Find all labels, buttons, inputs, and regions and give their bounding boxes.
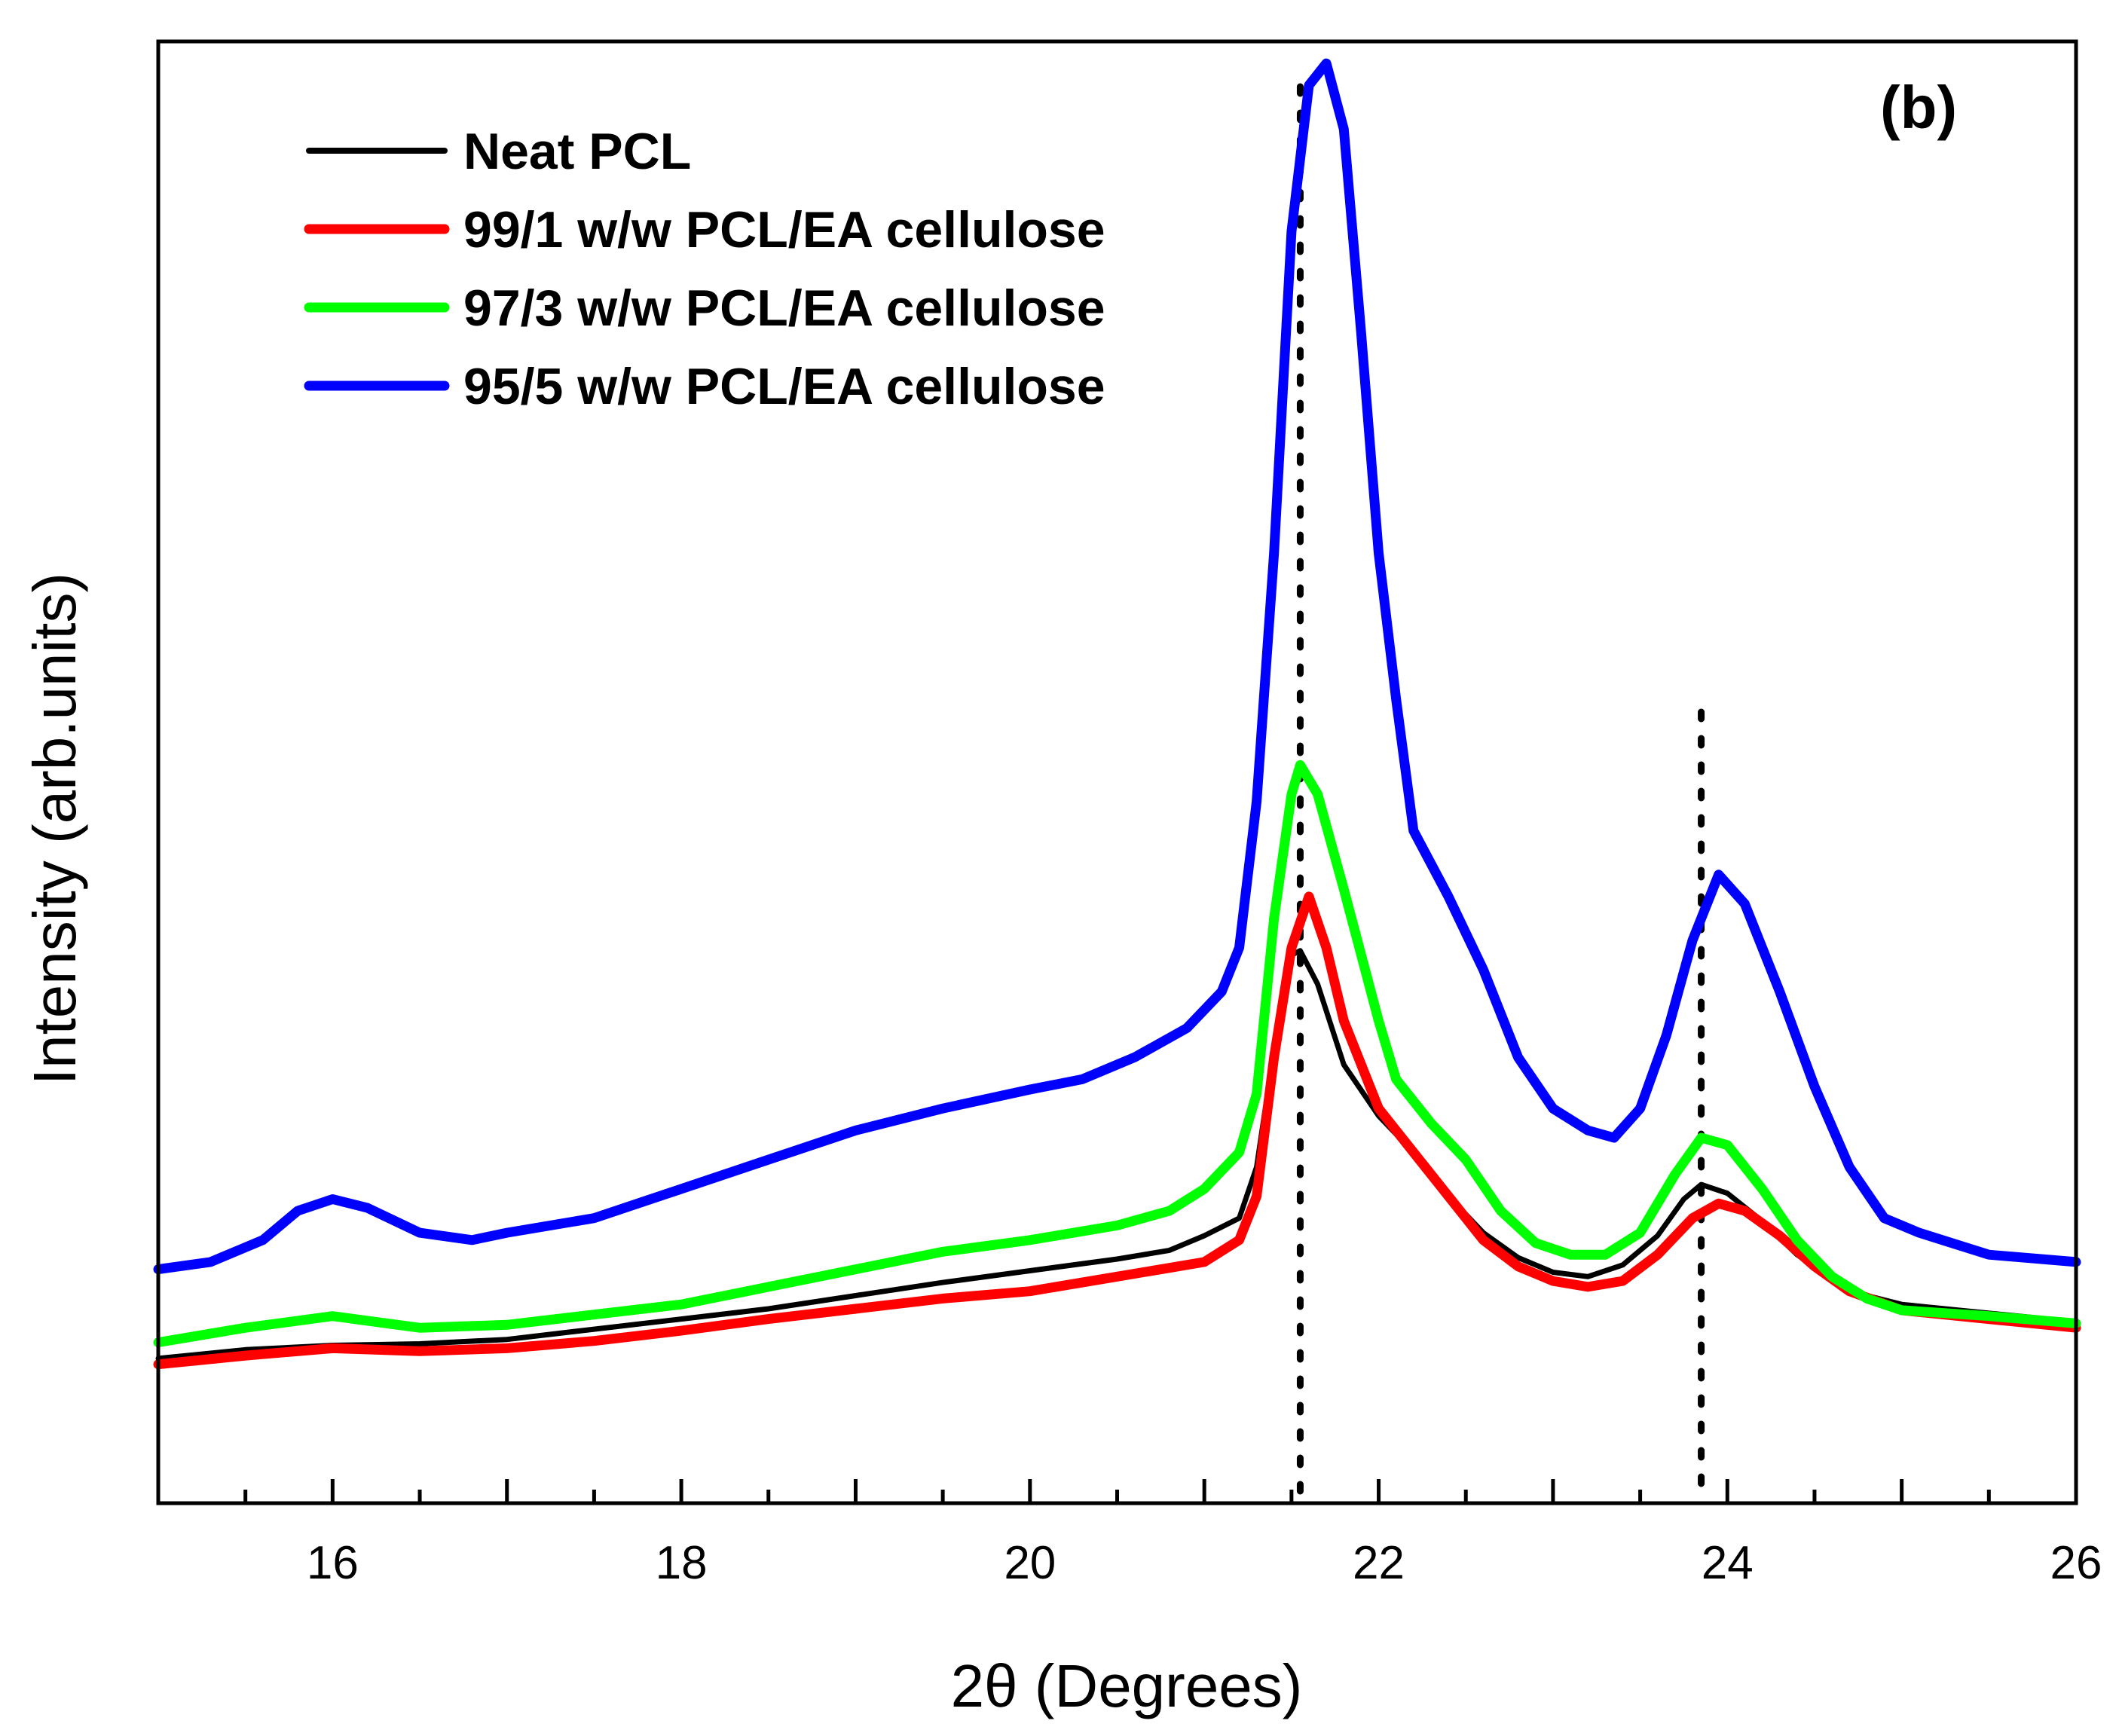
legend: Neat PCL 99/1 w/w PCL/EA cellulose 97/3 w/… xyxy=(304,123,1105,415)
legend-label-4: 95/5 w/w PCL/EA cellulose xyxy=(463,358,1105,415)
legend-label-3: 97/3 w/w PCL/EA cellulose xyxy=(463,280,1105,337)
legend-label-1: Neat PCL xyxy=(463,123,691,180)
x-tick-label: 22 xyxy=(1353,1537,1405,1589)
plot-frame xyxy=(156,39,2078,1505)
plot-border xyxy=(156,39,2078,1505)
panel-label: (b) xyxy=(1880,74,1957,141)
x-tick-label: 26 xyxy=(2050,1537,2102,1589)
series-lines xyxy=(153,58,2081,1370)
x-axis-label: 2θ (Degrees) xyxy=(951,1652,1303,1719)
x-tick-label: 20 xyxy=(1004,1537,1056,1589)
x-tick-label: 18 xyxy=(656,1537,708,1589)
series-line-4 xyxy=(153,58,2081,1275)
x-ticks: 16 18 20 22 24 26 xyxy=(243,1479,2102,1589)
x-tick-label: 16 xyxy=(307,1537,359,1589)
y-axis-label: Intensity (arb.units) xyxy=(21,573,88,1085)
series-line-3 xyxy=(153,760,2081,1348)
series-line-2 xyxy=(153,891,2081,1370)
legend-label-2: 99/1 w/w PCL/EA cellulose xyxy=(463,201,1105,258)
x-tick-label: 24 xyxy=(1702,1537,1754,1589)
reference-lines xyxy=(1296,83,1705,1507)
